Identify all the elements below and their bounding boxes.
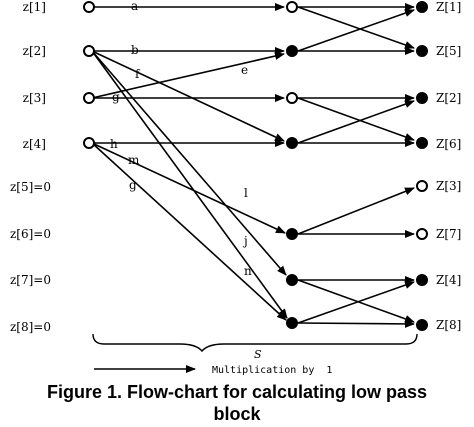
edge-node6-out8 xyxy=(297,279,415,323)
edge-node3-out4 xyxy=(297,97,415,141)
output-label-2: Z[5] xyxy=(436,44,461,58)
flow-chart-svg: z[1] z[2] z[3] z[4] z[5]=0 z[6]=0 z[7]=0… xyxy=(10,0,461,376)
brace xyxy=(92,333,418,353)
output-node-8 xyxy=(416,319,428,331)
output-label-7: Z[4] xyxy=(436,273,461,287)
coef-label-n: n xyxy=(244,264,252,278)
edge-node7-out7 xyxy=(297,281,415,324)
output-node-5 xyxy=(416,180,428,192)
coef-label-l: l xyxy=(244,186,248,200)
coef-label-g1: g xyxy=(112,90,120,104)
legend-text: Multiplication by 1 xyxy=(212,365,332,376)
input-label-5: z[5]=0 xyxy=(10,180,51,194)
mid-node-5 xyxy=(286,228,298,240)
output-node-3 xyxy=(416,92,428,104)
edge-node1-out2 xyxy=(297,6,415,49)
edge-node7-out8 xyxy=(297,319,415,328)
coef-label-a: a xyxy=(131,0,138,13)
mid-node-3 xyxy=(286,92,298,104)
input-node-3 xyxy=(83,92,95,104)
edge-node4-out3 xyxy=(297,100,415,144)
mid-node-4 xyxy=(286,137,298,149)
coef-label-e: e xyxy=(241,63,248,77)
input-node-1 xyxy=(83,1,95,13)
edge-node2-out1 xyxy=(297,9,415,52)
edge-z2-node8 xyxy=(91,50,288,319)
coef-label-j: j xyxy=(242,234,248,248)
output-label-3: Z[2] xyxy=(436,91,461,105)
output-label-5: Z[3] xyxy=(436,179,461,193)
input-label-6: z[6]=0 xyxy=(10,227,51,241)
output-label-8: Z[8] xyxy=(436,318,461,332)
output-node-4 xyxy=(416,137,428,149)
coef-label-f: f xyxy=(135,67,141,81)
input-label-3: z[3] xyxy=(23,91,46,105)
mid-node-7 xyxy=(286,317,298,329)
coef-label-h: h xyxy=(110,137,118,151)
mid-node-6 xyxy=(286,274,298,286)
figure-caption-line-1: Figure 1. Flow-chart for calculating low… xyxy=(46,382,428,402)
coef-label-m: m xyxy=(128,153,140,167)
coef-label-g2: g xyxy=(129,178,137,192)
input-label-7: z[7]=0 xyxy=(10,273,51,287)
coef-label-b: b xyxy=(131,43,139,57)
output-label-4: Z[6] xyxy=(436,137,461,151)
edge-node5-out5 xyxy=(297,187,415,235)
input-label-4: z[4] xyxy=(23,137,46,151)
input-node-2 xyxy=(83,45,95,57)
input-label-1: z[1] xyxy=(23,0,46,14)
input-label-8: z[8]=0 xyxy=(10,320,51,334)
edge-z2-node6 xyxy=(91,50,287,276)
edge-z2-node4 xyxy=(91,50,285,142)
output-label-6: Z[7] xyxy=(436,227,461,241)
input-node-4 xyxy=(83,137,95,149)
input-label-2: z[2] xyxy=(23,44,46,58)
mid-node-2 xyxy=(286,45,298,57)
edge-z4-node5 xyxy=(91,142,286,234)
output-node-2 xyxy=(416,45,428,57)
edge-z4-node7 xyxy=(91,142,287,321)
brace-label: S xyxy=(254,348,262,361)
output-label-1: Z[1] xyxy=(436,0,461,14)
output-node-1 xyxy=(416,1,428,13)
output-node-6 xyxy=(416,228,428,240)
edge-z3-node2 xyxy=(91,52,285,99)
mid-node-1 xyxy=(286,1,298,13)
output-node-7 xyxy=(416,274,428,286)
figure-caption-line-2: block xyxy=(213,404,261,424)
